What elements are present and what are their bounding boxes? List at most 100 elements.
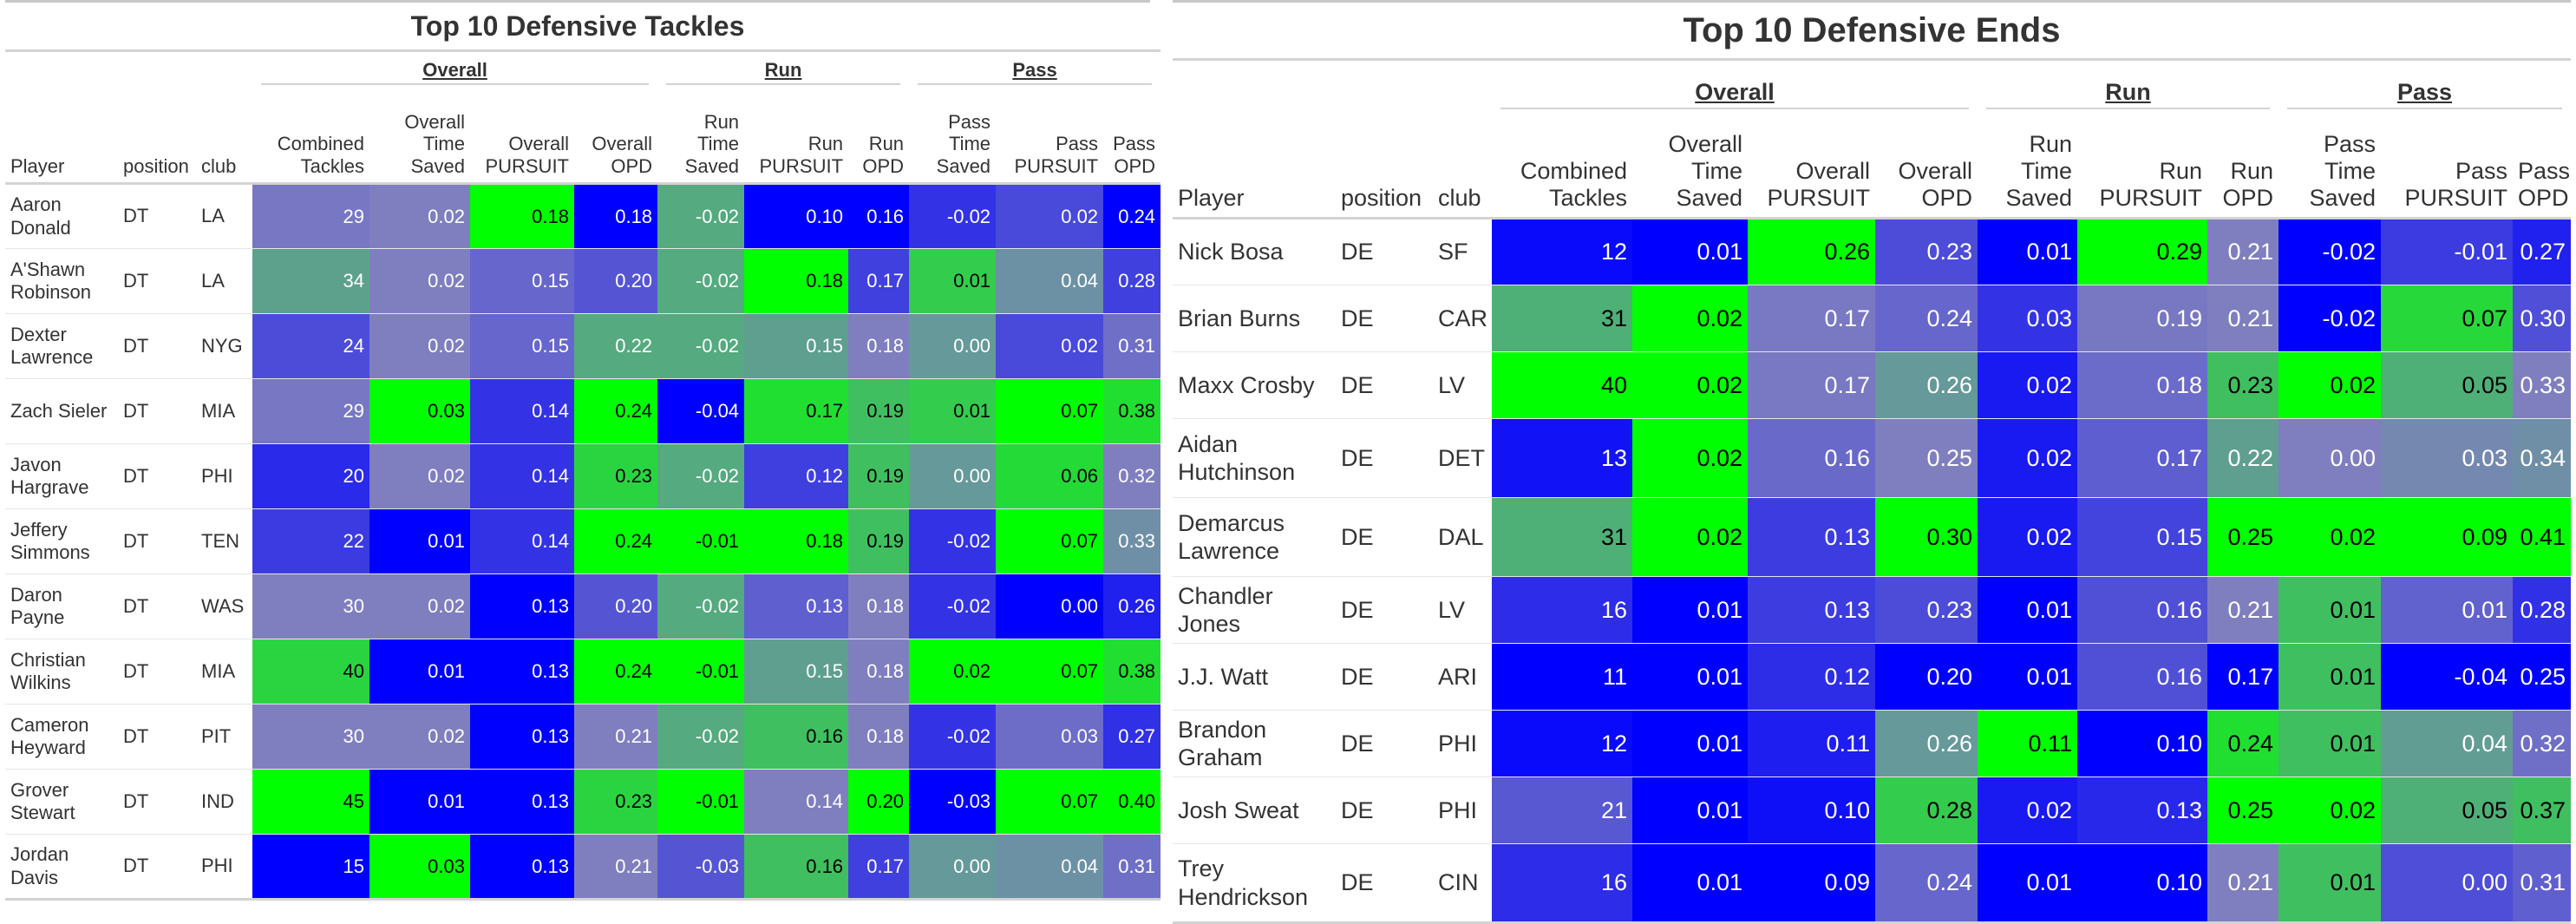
club-cell: DAL <box>1433 497 1492 577</box>
pass-opd-cell: 0.40 <box>1103 769 1161 835</box>
pass-pursuit-cell: 0.03 <box>2381 418 2514 498</box>
overall-opd-cell: 0.28 <box>1875 777 1978 844</box>
pass-pursuit-cell: 0.02 <box>996 183 1104 249</box>
run-opd-cell: 0.19 <box>848 508 910 574</box>
run-pursuit-cell: 0.15 <box>2077 497 2207 577</box>
pass-opd-cell: 0.28 <box>1103 248 1161 314</box>
run-pursuit-cell: 0.13 <box>744 573 849 639</box>
column-header-club: club <box>196 85 252 185</box>
club-cell: WAS <box>196 573 252 639</box>
pass-opd-cell: 0.28 <box>2513 576 2572 644</box>
pass-time-saved-cell: 0.00 <box>909 313 997 379</box>
pass-pursuit-cell: 0.07 <box>996 769 1104 835</box>
run-opd-cell: 0.18 <box>848 573 910 639</box>
pass-time-saved-cell: -0.02 <box>909 508 997 574</box>
column-header-pass-opd: Pass OPD <box>1103 85 1161 185</box>
position-cell: DE <box>1336 418 1433 498</box>
table-row: Chandler Jones DE LV 16 0.01 0.13 0.23 0.01 0.16… <box>1173 576 2572 644</box>
column-header-pass-opd: Pass OPD <box>2513 109 2572 220</box>
run-opd-cell: 0.19 <box>848 443 910 509</box>
pass-time-saved-cell: -0.02 <box>909 183 997 249</box>
column-header-combined-tackles: Combined Tackles <box>252 85 369 185</box>
combined-tackles-cell: 21 <box>1492 777 1632 844</box>
overall-opd-cell: 0.24 <box>1875 285 1978 352</box>
overall-opd-cell: 0.23 <box>574 769 658 835</box>
pass-pursuit-cell: 0.04 <box>2381 710 2514 777</box>
column-header-run-time-saved: Run Time Saved <box>657 85 745 185</box>
combined-tackles-cell: 30 <box>252 573 369 639</box>
run-time-saved-cell: -0.02 <box>657 183 745 249</box>
column-header-run-pursuit: Run PURSUIT <box>2077 109 2207 220</box>
column-header-overall-opd: Overall OPD <box>574 85 658 185</box>
run-opd-cell: 0.16 <box>848 183 910 249</box>
column-header-run-opd: Run OPD <box>848 85 910 185</box>
pass-opd-cell: 0.31 <box>1103 834 1161 901</box>
overall-time-saved-cell: 0.02 <box>369 704 470 770</box>
position-cell: DT <box>118 183 196 249</box>
pass-opd-cell: 0.31 <box>2513 843 2572 924</box>
overall-pursuit-cell: 0.17 <box>1748 351 1875 419</box>
position-cell: DT <box>118 313 196 379</box>
run-pursuit-cell: 0.15 <box>744 313 849 379</box>
run-opd-cell: 0.25 <box>2207 777 2279 844</box>
table-row: Maxx Crosby DE LV 40 0.02 0.17 0.26 0.02 0.18 0.2… <box>1173 351 2572 419</box>
pass-pursuit-cell: 0.07 <box>996 378 1104 444</box>
run-pursuit-cell: 0.15 <box>744 639 849 704</box>
run-time-saved-cell: -0.01 <box>657 639 745 704</box>
overall-pursuit-cell: 0.14 <box>470 508 574 574</box>
position-cell: DT <box>118 704 196 770</box>
pass-pursuit-cell: 0.07 <box>996 639 1104 704</box>
spanner-run: Run <box>657 51 909 85</box>
overall-opd-cell: 0.26 <box>1875 710 1978 777</box>
combined-tackles-cell: 31 <box>1492 285 1632 352</box>
table-row: Grover Stewart DT IND 45 0.01 0.13 0.23 -0.01 0.… <box>5 769 1161 835</box>
run-opd-cell: 0.18 <box>848 704 910 770</box>
run-pursuit-cell: 0.10 <box>2077 843 2207 924</box>
run-pursuit-cell: 0.10 <box>2077 710 2207 777</box>
overall-pursuit-cell: 0.14 <box>470 443 574 509</box>
run-time-saved-cell: 0.01 <box>1978 218 2077 285</box>
overall-pursuit-cell: 0.15 <box>470 248 574 314</box>
overall-time-saved-cell: 0.03 <box>369 834 470 901</box>
overall-time-saved-cell: 0.02 <box>369 443 470 509</box>
pass-opd-cell: 0.32 <box>2513 710 2572 777</box>
run-opd-cell: 0.21 <box>2207 285 2279 352</box>
player-cell: Brian Burns <box>1173 285 1336 352</box>
run-opd-cell: 0.21 <box>2207 218 2279 285</box>
spanner-blank <box>5 51 252 86</box>
run-pursuit-cell: 0.18 <box>2077 351 2207 419</box>
position-cell: DT <box>118 639 196 704</box>
run-pursuit-cell: 0.10 <box>744 183 849 249</box>
run-opd-cell: 0.17 <box>848 248 910 314</box>
table-row: Daron Payne DT WAS 30 0.02 0.13 0.20 -0.02 0.13 0… <box>5 573 1161 639</box>
club-cell: TEN <box>196 508 252 574</box>
column-header-run-time-saved: Run Time Saved <box>1978 109 2077 220</box>
pass-time-saved-cell: 0.01 <box>2279 843 2382 924</box>
pass-opd-cell: 0.26 <box>1103 573 1161 639</box>
run-time-saved-cell: -0.01 <box>657 769 745 835</box>
pass-pursuit-cell: -0.04 <box>2381 643 2514 711</box>
player-cell: Nick Bosa <box>1173 218 1336 285</box>
player-cell: Zach Sieler <box>5 378 118 444</box>
table-panel-ends: Top 10 Defensive Ends Overall Run Pass P… <box>1173 0 2572 924</box>
player-cell: Josh Sweat <box>1173 777 1336 844</box>
overall-opd-cell: 0.18 <box>574 183 658 249</box>
pass-opd-cell: 0.32 <box>1103 443 1161 509</box>
run-time-saved-cell: -0.02 <box>657 443 745 509</box>
combined-tackles-cell: 12 <box>1492 710 1632 777</box>
table-row: Brandon Graham DE PHI 12 0.01 0.11 0.26 0.11 0.1… <box>1173 710 2572 777</box>
table-row: Jordan Davis DT PHI 15 0.03 0.13 0.21 -0.03 0.16… <box>5 834 1161 901</box>
overall-time-saved-cell: 0.02 <box>1632 497 1748 577</box>
overall-opd-cell: 0.22 <box>574 313 658 379</box>
club-cell: SF <box>1433 218 1492 285</box>
overall-opd-cell: 0.23 <box>1875 576 1978 644</box>
overall-pursuit-cell: 0.13 <box>1748 576 1875 644</box>
player-cell: Cameron Heyward <box>5 704 118 770</box>
club-cell: MIA <box>196 378 252 444</box>
run-pursuit-cell: 0.17 <box>2077 418 2207 498</box>
pass-pursuit-cell: 0.04 <box>996 248 1104 314</box>
overall-time-saved-cell: 0.01 <box>1632 643 1748 711</box>
player-cell: A'Shawn Robinson <box>5 248 118 314</box>
pass-time-saved-cell: 0.02 <box>2279 497 2382 577</box>
run-time-saved-cell: 0.02 <box>1978 351 2077 419</box>
